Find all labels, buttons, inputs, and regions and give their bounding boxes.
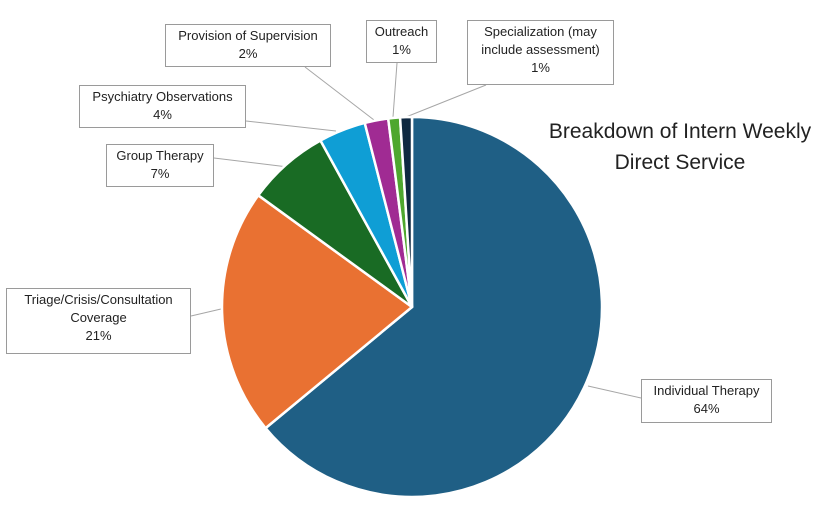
callout-label: Specialization (may include assessment)	[481, 24, 600, 57]
callout-label: Provision of Supervision	[178, 28, 318, 43]
callout-provision-of-supervision: Provision of Supervision 2%	[165, 24, 331, 67]
leader-line	[587, 385, 642, 399]
leader-line	[304, 66, 375, 121]
leader-line	[190, 308, 222, 317]
callout-psychiatry-observations: Psychiatry Observations 4%	[79, 85, 246, 128]
callout-percent: 2%	[238, 46, 258, 61]
callout-label: Group Therapy	[116, 148, 204, 163]
callout-label: Individual Therapy	[653, 383, 760, 398]
callout-outreach: Outreach 1%	[366, 20, 437, 63]
leader-line	[213, 157, 289, 168]
pie-slice	[398, 115, 414, 309]
pie-slice	[264, 115, 604, 499]
callout-percent: 7%	[150, 166, 170, 181]
callout-percent: 1%	[392, 42, 411, 57]
callout-percent: 21%	[85, 328, 112, 343]
callout-percent: 64%	[693, 401, 720, 416]
callout-label: Triage/Crisis/Consultation Coverage	[24, 292, 173, 325]
leader-line	[245, 120, 337, 132]
callout-group-therapy: Group Therapy 7%	[106, 144, 214, 187]
callout-triage-crisis-consultation: Triage/Crisis/Consultation Coverage 21%	[6, 288, 191, 354]
leader-line	[405, 84, 487, 118]
callout-label: Outreach	[374, 24, 429, 39]
callout-individual-therapy: Individual Therapy 64%	[641, 379, 772, 423]
callout-percent: 1%	[531, 60, 550, 75]
callout-label: Psychiatry Observations	[92, 89, 233, 104]
callout-percent: 4%	[153, 107, 172, 122]
pie-slice	[220, 194, 414, 430]
chart-title: Breakdown of Intern Weekly Direct Servic…	[548, 120, 812, 174]
callout-specialization: Specialization (may include assessment) …	[467, 20, 614, 85]
leader-line	[392, 62, 398, 118]
